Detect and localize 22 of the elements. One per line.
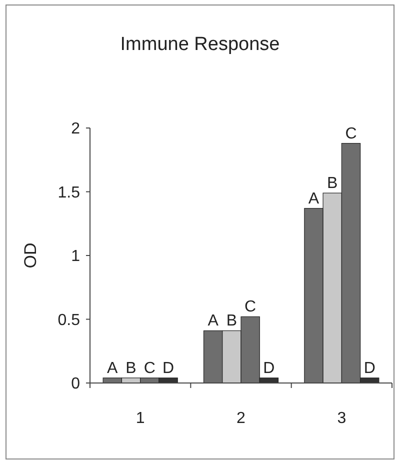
y-tick-label: 1 bbox=[71, 248, 80, 266]
y-axis-title: OD bbox=[21, 242, 40, 268]
series-label: A bbox=[107, 360, 118, 377]
text: D bbox=[364, 360, 376, 377]
x-tick-label: 3 bbox=[337, 410, 346, 427]
text: C bbox=[244, 298, 256, 316]
text: A bbox=[308, 190, 320, 208]
y-tick-label: 1.5 bbox=[58, 184, 80, 202]
chart-title: Immune Response bbox=[120, 34, 280, 55]
x-tick-label: 1 bbox=[136, 410, 145, 427]
y-tick-label: 0.5 bbox=[58, 312, 80, 329]
text: B bbox=[226, 312, 238, 330]
series-label: C bbox=[144, 360, 156, 377]
series-label: B bbox=[126, 360, 136, 377]
text: D bbox=[263, 360, 275, 377]
x-tick-label: 2 bbox=[236, 410, 246, 427]
series-label: D bbox=[162, 360, 174, 377]
text: A bbox=[208, 312, 218, 330]
text: C bbox=[345, 125, 357, 142]
text: B bbox=[327, 175, 338, 192]
y-tick-label: 2 bbox=[71, 120, 80, 138]
y-tick-label: 0 bbox=[71, 376, 80, 393]
